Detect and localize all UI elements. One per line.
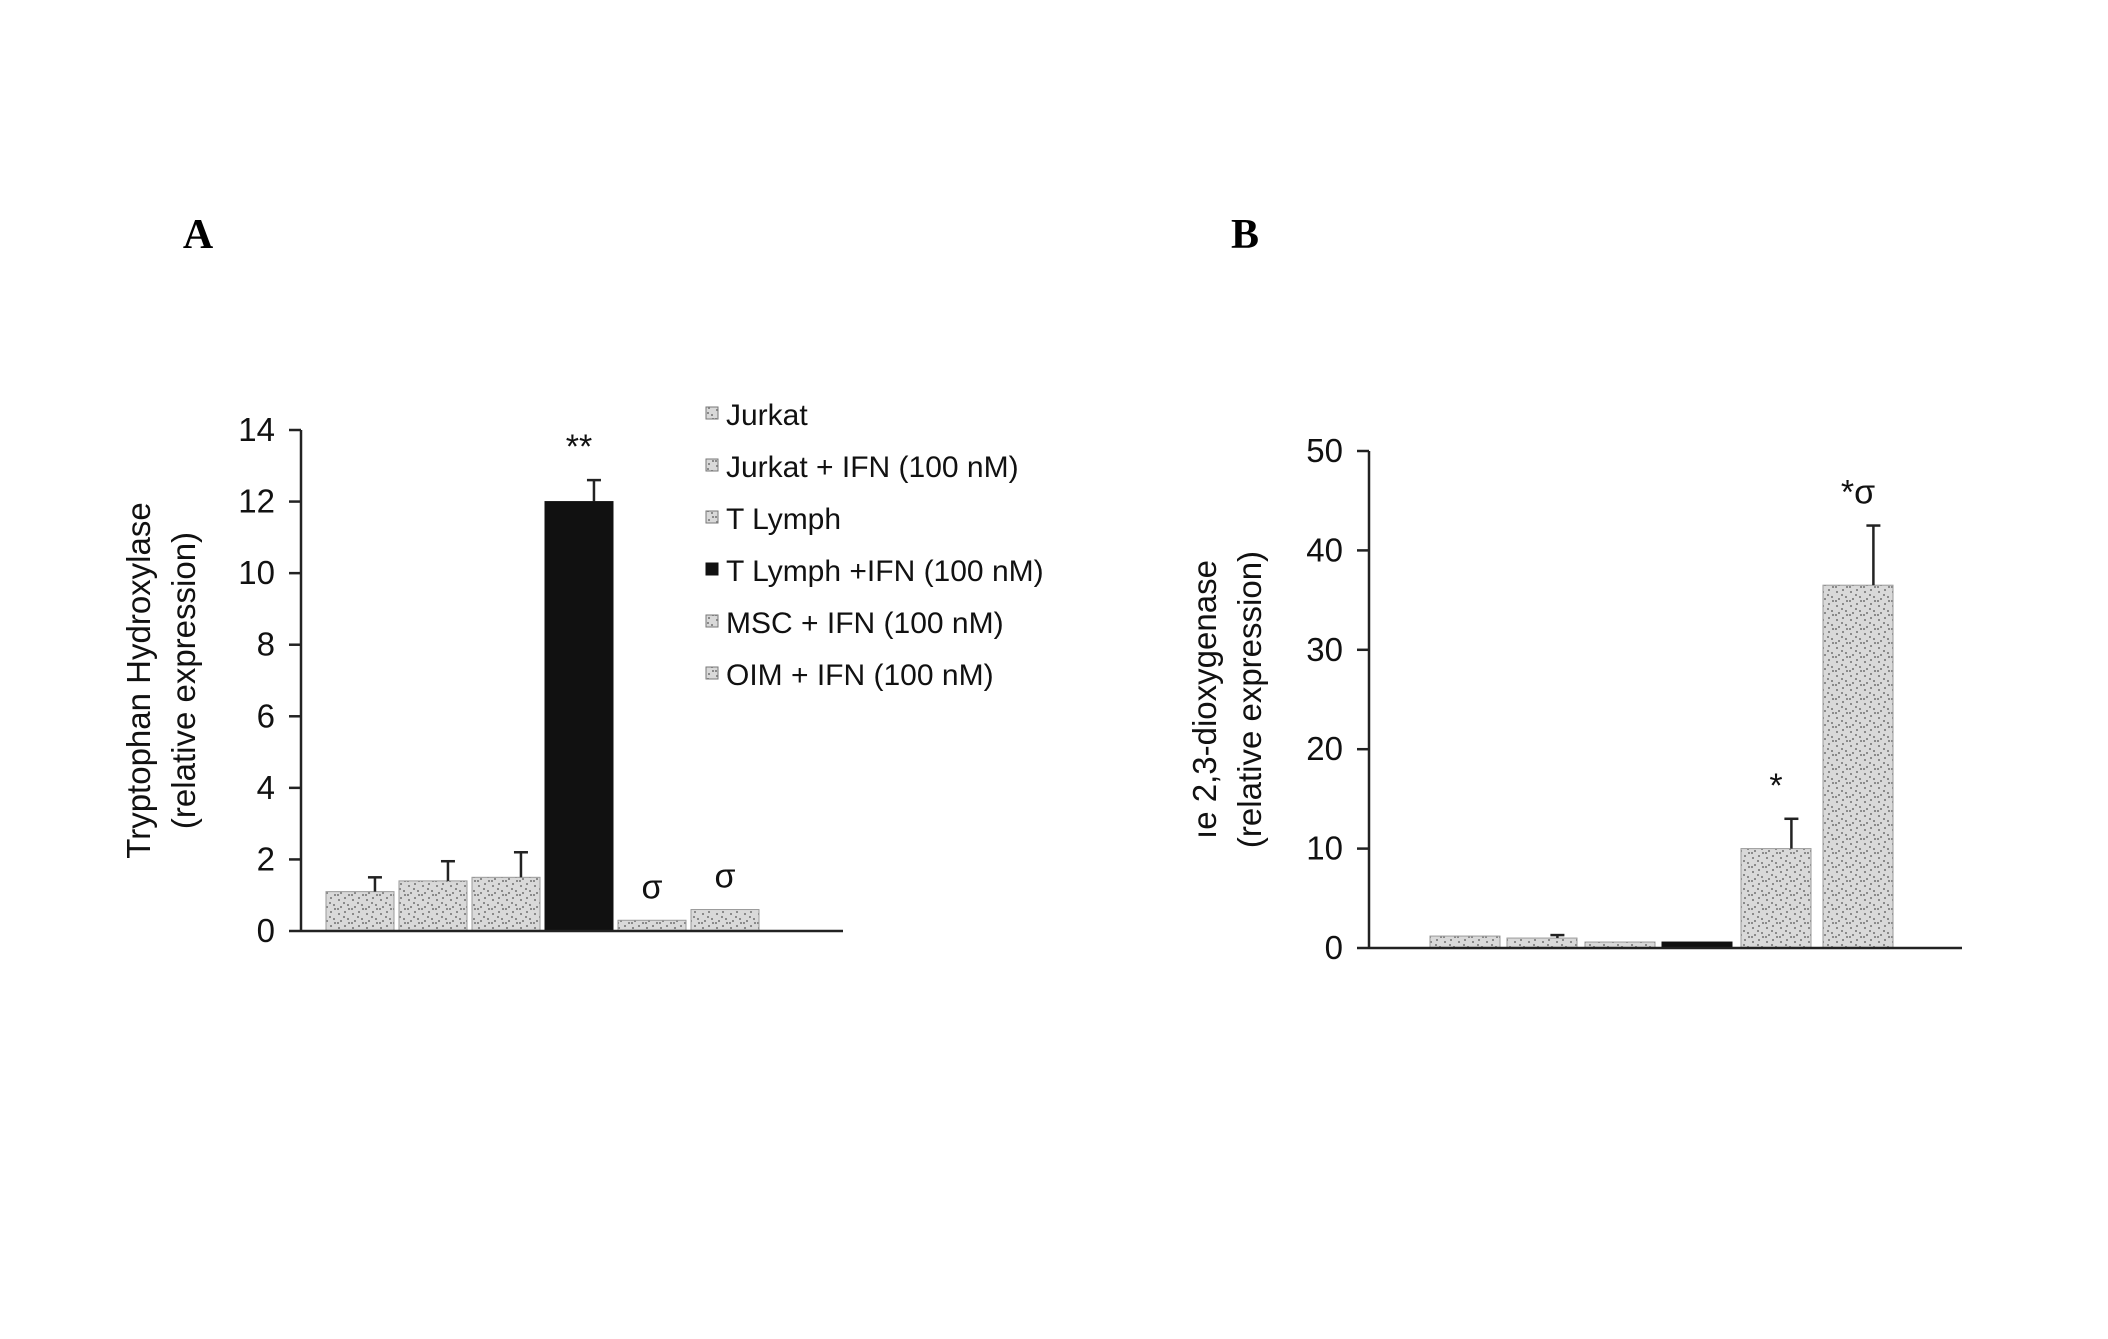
y-tick-label: 0 xyxy=(1325,929,1343,966)
y-tick-label: 2 xyxy=(257,840,275,877)
chart-panel-b: B * *σ 0 10 20 30 40 50 ıe 2,3-dioxygenase(relati… xyxy=(1186,212,1962,966)
bar xyxy=(1823,585,1893,948)
significance-annotation: *σ xyxy=(1841,474,1875,512)
bar xyxy=(691,910,759,931)
legend-label: T Lymph xyxy=(726,503,841,536)
bar xyxy=(472,877,540,931)
bar xyxy=(399,881,467,931)
significance-annotation: * xyxy=(1769,767,1782,805)
bar xyxy=(326,892,394,931)
bar xyxy=(545,502,613,931)
legend-swatch xyxy=(706,615,718,627)
y-tick-label: 0 xyxy=(257,912,275,949)
significance-annotation: σ xyxy=(715,858,736,896)
significance-annotation: ** xyxy=(566,428,592,466)
y-tick-label: 40 xyxy=(1306,531,1343,568)
legend-swatch xyxy=(706,511,718,523)
legend-label: T Lymph +IFN (100 nM) xyxy=(726,555,1044,588)
y-tick-label: 10 xyxy=(1306,830,1343,867)
legend-label: Jurkat xyxy=(726,399,808,432)
y-tick-label: 30 xyxy=(1306,631,1343,668)
bar xyxy=(1507,938,1577,948)
y-axis-label: Tryptophan Hydroxylase xyxy=(120,502,157,858)
legend-label: MSC + IFN (100 nM) xyxy=(726,607,1004,640)
legend-swatch xyxy=(706,407,718,419)
significance-annotation: σ xyxy=(642,868,663,906)
panel-letter: A xyxy=(183,212,214,258)
bar xyxy=(618,920,686,931)
legend-swatch xyxy=(706,459,718,471)
y-tick-label: 12 xyxy=(238,483,275,520)
y-axis-label: (relative expression) xyxy=(165,532,202,829)
y-tick-label: 10 xyxy=(238,554,275,591)
legend-label: Jurkat + IFN (100 nM) xyxy=(726,451,1019,484)
y-tick-label: 4 xyxy=(257,769,275,806)
legend-swatch xyxy=(706,667,718,679)
chart-panel-a: A ** σ σ 0 2 4 6 8 10 12 14 Tryptophan Hydroxylase(r… xyxy=(120,212,1044,949)
bar xyxy=(1430,936,1500,948)
legend-label: OIM + IFN (100 nM) xyxy=(726,659,994,692)
legend-swatch xyxy=(706,563,718,575)
panel-letter: B xyxy=(1231,212,1259,258)
y-tick-label: 6 xyxy=(257,697,275,734)
y-tick-label: 50 xyxy=(1306,432,1343,469)
y-axis-label: ıe 2,3-dioxygenase xyxy=(1186,560,1223,839)
y-tick-label: 14 xyxy=(238,411,275,448)
y-axis-label: (relative expression) xyxy=(1231,551,1268,848)
bar xyxy=(1741,849,1811,948)
y-tick-label: 20 xyxy=(1306,730,1343,767)
y-tick-label: 8 xyxy=(257,626,275,663)
